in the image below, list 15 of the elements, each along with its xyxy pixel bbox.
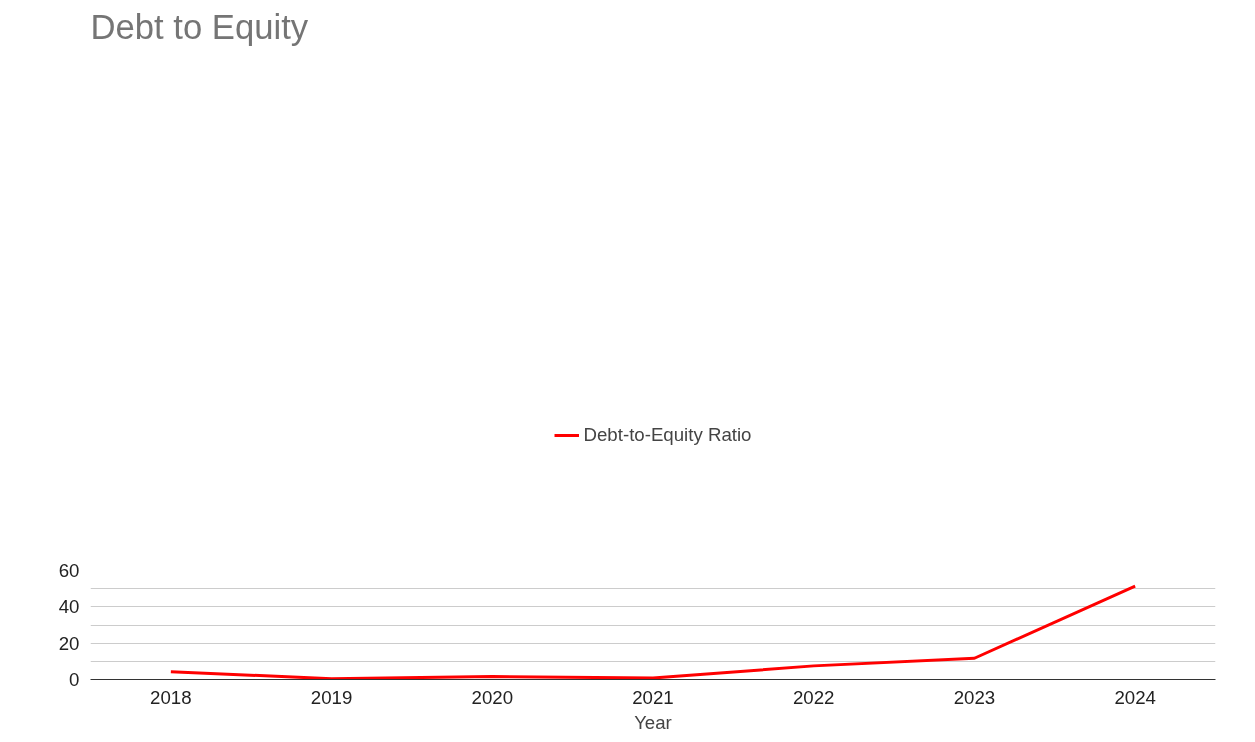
x-tick-label: 2019 — [310, 686, 353, 708]
legend-label: Debt-to-Equity Ratio — [583, 423, 752, 446]
x-tick-label: 2021 — [632, 686, 674, 708]
x-tick-label: 2023 — [953, 686, 996, 708]
y-tick-label: 20 — [58, 632, 80, 654]
x-tick-label: 2022 — [792, 686, 835, 708]
y-tick-label: 60 — [58, 560, 80, 581]
y-tick-label: 0 — [69, 669, 80, 690]
y-tick-label: 40 — [58, 596, 80, 618]
x-tick-label: 2024 — [1114, 686, 1156, 708]
x-tick-label: 2018 — [150, 686, 192, 708]
x-axis-title: Year — [634, 711, 672, 733]
chart-title: Debt to Equity — [90, 7, 309, 46]
line-series — [169, 584, 1137, 680]
x-tick-label: 2020 — [471, 686, 514, 708]
